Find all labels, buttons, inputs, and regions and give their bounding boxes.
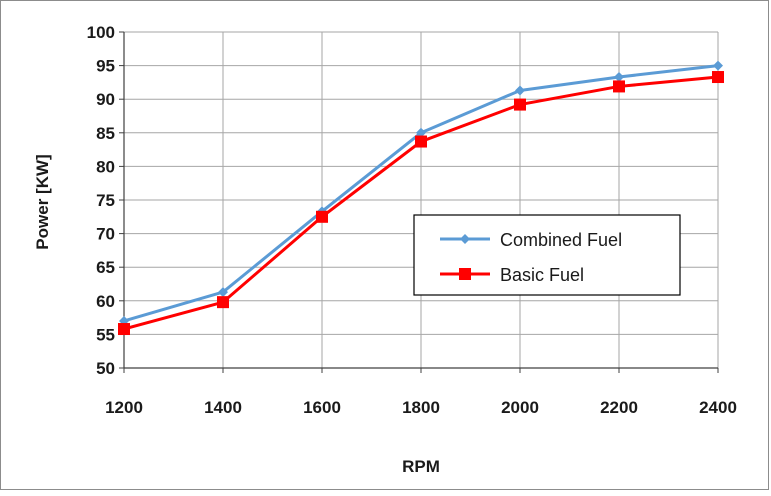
x-axis-ticks: 1200 1400 1600 1800 2000 2200 2400 (105, 368, 737, 417)
data-point-diamond (713, 60, 723, 71)
data-point-diamond (515, 85, 525, 96)
legend-label: Combined Fuel (500, 230, 622, 250)
y-tick-label: 90 (96, 90, 115, 109)
y-tick-label: 100 (87, 23, 115, 42)
y-tick-label: 50 (96, 359, 115, 378)
data-point-diamond (416, 127, 426, 138)
y-tick-label: 75 (96, 191, 115, 210)
legend-box (413, 214, 681, 296)
y-tick-label: 60 (96, 292, 115, 311)
x-tick-label: 1400 (204, 398, 242, 417)
x-tick-label: 1800 (402, 398, 440, 417)
y-axis-title: Power [KW] (33, 154, 52, 249)
grid (123, 31, 719, 369)
legend-marker (460, 234, 470, 244)
series-basic-fuel (118, 71, 724, 336)
y-tick-label: 70 (96, 225, 115, 244)
data-point-diamond (614, 72, 624, 83)
x-axis-title: RPM (402, 457, 440, 476)
y-tick-label: 65 (96, 258, 115, 277)
series (118, 60, 724, 336)
data-point-square (514, 98, 526, 111)
legend: Combined Fuel Basic Fuel (413, 214, 681, 296)
x-tick-label: 2400 (699, 398, 737, 417)
data-point-square (217, 296, 229, 309)
legend-entry: Basic Fuel (440, 265, 584, 285)
y-tick-label: 80 (96, 157, 115, 176)
legend-marker (459, 268, 471, 280)
data-point-diamond (218, 287, 228, 298)
data-point-square (316, 210, 328, 223)
series-combined-fuel (119, 60, 723, 326)
y-tick-label: 95 (96, 57, 115, 76)
legend-label: Basic Fuel (500, 265, 584, 285)
x-tick-label: 2200 (600, 398, 638, 417)
data-point-square (118, 323, 130, 336)
data-point-square (712, 71, 724, 84)
data-point-square (613, 80, 625, 93)
x-tick-label: 2000 (501, 398, 539, 417)
y-tick-label: 55 (96, 325, 115, 344)
x-tick-label: 1600 (303, 398, 341, 417)
data-point-square (415, 135, 427, 148)
legend-entry: Combined Fuel (440, 230, 622, 250)
x-tick-label: 1200 (105, 398, 143, 417)
y-tick-label: 85 (96, 124, 115, 143)
